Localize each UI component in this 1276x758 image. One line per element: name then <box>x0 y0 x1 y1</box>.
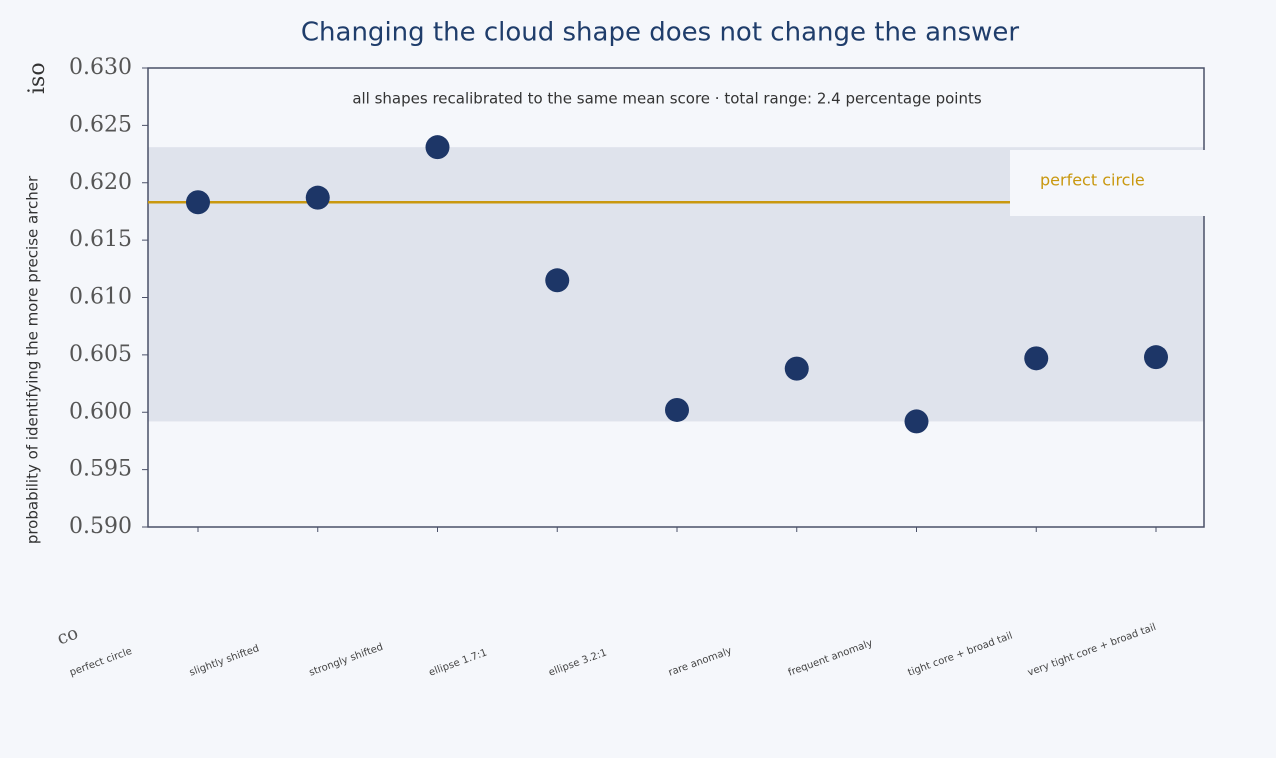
point <box>1144 345 1168 370</box>
subtitle: all shapes recalibrated to the same mean… <box>352 90 982 108</box>
point <box>425 135 450 160</box>
point <box>305 185 330 210</box>
legend-box <box>1010 150 1210 216</box>
y-axis-label: probability of identifying the more prec… <box>24 175 42 544</box>
y-tick-label: 0.600 <box>69 399 132 424</box>
point <box>904 409 929 434</box>
y-tick-label: 0.630 <box>69 55 132 80</box>
point <box>545 268 570 293</box>
y-tick-label: 0.615 <box>69 227 132 252</box>
point <box>186 190 210 215</box>
stray-label: iso <box>25 62 50 94</box>
y-tick-label: 0.610 <box>69 285 132 310</box>
y-tick-label: 0.595 <box>69 457 132 482</box>
point <box>784 356 809 381</box>
y-tick-label: 0.605 <box>69 342 132 367</box>
y-tick-label: 0.625 <box>69 112 132 137</box>
point <box>665 397 689 422</box>
chart-title: Changing the cloud shape does not change… <box>301 18 1020 48</box>
y-tick-label: 0.620 <box>69 170 132 195</box>
y-tick-label: 0.590 <box>69 514 132 539</box>
point <box>1024 346 1049 371</box>
legend-label: perfect circle <box>1040 171 1145 190</box>
